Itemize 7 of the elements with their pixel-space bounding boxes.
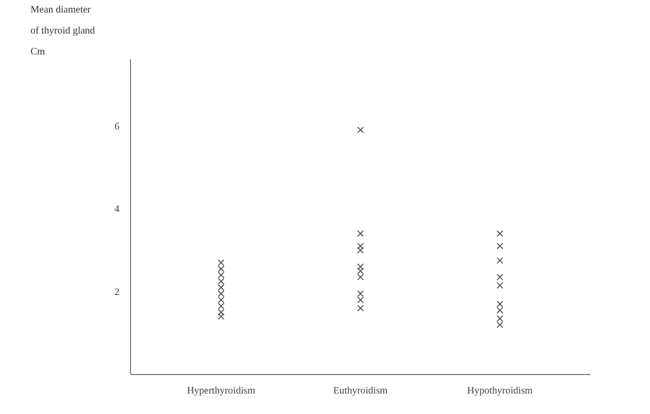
y-tick-label: 6 [114,121,120,132]
x-tick-label: Hypothyroidism [467,386,533,396]
y-axis-title: Mean diameter of thyroid gland Cm [30,4,95,58]
y-tick-label: 4 [114,204,120,216]
y-tick-label: 2 [114,287,120,298]
x-tick-label: Euthyroidism [333,386,388,396]
x-tick-label: Hyperthyroidism [186,386,256,396]
